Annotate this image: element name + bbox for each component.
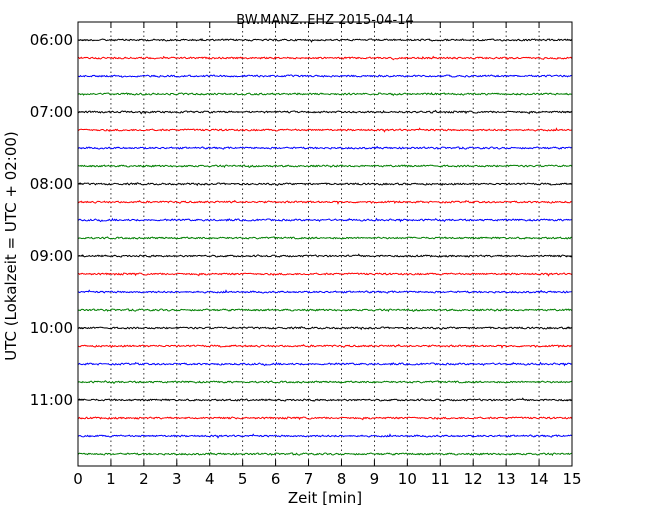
y-tick-label-5: 11:00 [30,391,73,409]
trace-line-19 [77,380,572,385]
trace-line-6 [77,145,572,150]
x-tick-label-1: 1 [106,470,116,488]
trace-line-8 [77,182,572,187]
y-tick-label-0: 06:00 [30,31,73,49]
x-tick-label-3: 3 [172,470,182,488]
trace-line-22 [77,433,572,439]
trace-line-10 [77,217,572,223]
y-tick-label-2: 08:00 [30,175,73,193]
y-axis-label: UTC (Lokalzeit = UTC + 02:00) [2,131,20,361]
trace-line-1 [77,55,573,61]
x-tick-label-5: 5 [238,470,248,488]
trace-line-5 [77,127,572,133]
x-tick-label-7: 7 [304,470,314,488]
x-tick-label-6: 6 [271,470,281,488]
trace-line-7 [77,164,572,169]
x-tick-label-8: 8 [337,470,347,488]
x-tick-label-4: 4 [205,470,215,488]
plot-frame [77,21,573,467]
y-axis-ticks: 06:00 07:00 08:00 09:00 10:00 11:00 [30,31,572,409]
trace-line-17 [77,343,572,349]
trace-line-15 [77,308,572,313]
x-tick-label-11: 11 [431,470,450,488]
trace-line-20 [77,397,572,402]
chart-title: BW.MANZ..EHZ 2015-04-14 [236,13,414,28]
x-tick-label-14: 14 [530,470,549,488]
trace-line-14 [77,289,572,294]
trace-line-12 [77,253,572,258]
y-tick-label-4: 10:00 [30,319,73,337]
grid-lines [110,22,540,466]
x-tick-label-12: 12 [464,470,483,488]
trace-line-18 [77,361,572,367]
trace-line-4 [77,109,572,115]
x-tick-label-13: 13 [497,470,516,488]
trace-line-11 [77,236,572,240]
y-tick-label-1: 07:00 [30,103,73,121]
x-tick-label-15: 15 [562,470,581,488]
x-axis-label: Zeit [min] [288,489,362,507]
trace-group [77,37,573,457]
trace-line-23 [77,451,572,457]
trace-line-2 [77,74,572,78]
x-tick-label-2: 2 [139,470,149,488]
trace-line-3 [77,92,572,97]
trace-line-16 [77,326,572,331]
trace-line-0 [77,37,573,43]
x-tick-label-9: 9 [370,470,380,488]
x-tick-label-0: 0 [73,470,83,488]
trace-line-13 [77,272,572,277]
trace-line-21 [77,416,573,421]
trace-line-9 [77,199,572,205]
x-axis-ticks: 0 1 2 3 4 5 6 7 8 9 10 11 12 13 14 15 [73,22,582,488]
x-tick-label-10: 10 [398,470,417,488]
y-tick-label-3: 09:00 [30,247,73,265]
